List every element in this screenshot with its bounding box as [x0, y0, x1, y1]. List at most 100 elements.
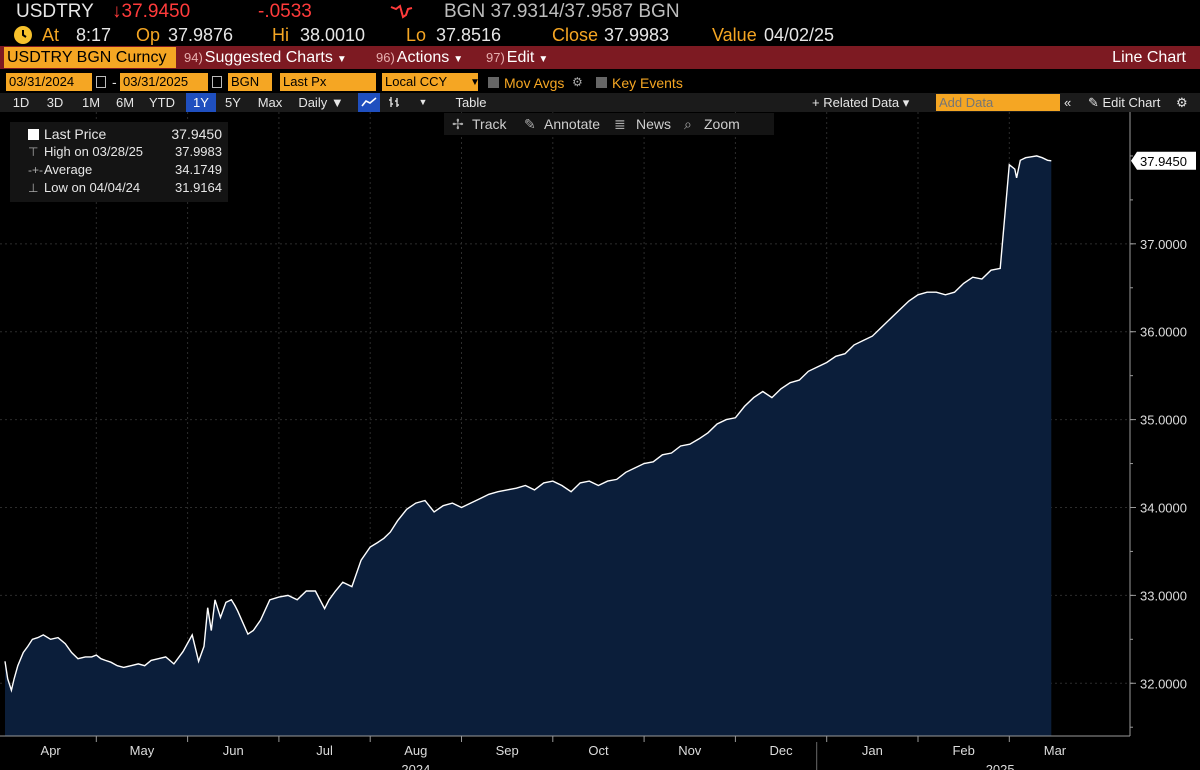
ticker-symbol[interactable]: USDTRY — [16, 1, 94, 22]
zoom-button[interactable]: Zoom — [704, 116, 740, 132]
x-tick-label: Dec — [769, 743, 793, 758]
gear-icon[interactable]: ⚙ — [1176, 95, 1188, 110]
x-tick-label: Nov — [678, 743, 702, 758]
legend-last-price[interactable]: Last Price 37.9450 — [10, 125, 228, 143]
legend-low-label: Low on 04/04/24 — [44, 180, 141, 195]
edit-label: Edit — [506, 49, 535, 66]
gear-icon[interactable]: ⚙ — [572, 75, 583, 89]
range-1d-button[interactable]: 1D — [12, 95, 30, 110]
actions-label: Actions — [396, 49, 450, 66]
open-value: 37.9876 — [168, 25, 234, 45]
x-tick-label: Jul — [316, 743, 333, 758]
edit-chart-button[interactable]: ✎ Edit Chart — [1088, 95, 1161, 110]
clock-icon[interactable] — [14, 26, 32, 44]
chart-tools-bar: ✢ Track ✎ Annotate ≣ News ⌕ Zoom — [444, 113, 774, 135]
range-1m-button[interactable]: 1M — [81, 95, 101, 110]
related-data-button[interactable]: + Related Data ▾ — [812, 95, 910, 110]
annotate-button[interactable]: Annotate — [544, 116, 601, 132]
mov-avgs-label: Mov Avgs — [504, 75, 565, 91]
command-bar: USDTRY BGN Curncy 94) Suggested Charts ▼ 9… — [0, 46, 1200, 69]
ticker-header: USDTRY ↓37.9450 -.0533 BGN 37.9314/37.95… — [0, 0, 1200, 24]
quote-stats: At 8:17 Op 37.9876 Hi 38.0010 Lo 37.8516… — [0, 24, 1200, 46]
x-tick-label: Aug — [404, 743, 427, 758]
news-icon: ≣ — [614, 116, 626, 132]
average-marker-icon: -+- — [28, 163, 43, 177]
price-area-fill — [5, 155, 1052, 736]
currency-selector[interactable]: Local CCY — [382, 73, 478, 91]
source-field[interactable]: BGN — [228, 73, 272, 91]
suggested-charts-menu[interactable]: 94) Suggested Charts ▼ — [184, 46, 347, 71]
chart-type-title: Line Chart — [1112, 49, 1186, 66]
at-value: 8:17 — [76, 25, 112, 45]
actions-menu[interactable]: 96) Actions ▼ — [376, 46, 463, 71]
line-chart-icon[interactable] — [358, 93, 380, 112]
x-tick-label: Oct — [588, 743, 609, 758]
low-value: 37.8516 — [436, 25, 502, 45]
value-date: 04/02/25 — [764, 25, 835, 45]
value-date-label: Value — [712, 25, 757, 45]
x-tick-label: Feb — [952, 743, 974, 758]
y-tick-label: 37.0000 — [1140, 237, 1187, 252]
chevron-down-icon: ▼ — [470, 77, 480, 88]
key-events-label: Key Events — [612, 75, 683, 91]
calendar-icon[interactable] — [96, 76, 106, 88]
at-label: At — [42, 25, 60, 45]
x-tick-label: Mar — [1044, 743, 1067, 758]
range-3d-button[interactable]: 3D — [46, 95, 64, 110]
edit-menu[interactable]: 97) Edit ▼ — [486, 46, 548, 71]
key-events-checkbox[interactable] — [596, 77, 607, 88]
last-value-label: 37.9450 — [1140, 154, 1187, 169]
legend-last-price-label: Last Price — [44, 126, 107, 142]
legend-last-price-value: 37.9450 — [171, 126, 222, 142]
add-data-input[interactable] — [936, 94, 1060, 111]
price-change-value: -.0533 — [258, 1, 312, 22]
collapse-icon[interactable]: « — [1064, 95, 1072, 110]
range-ytd-button[interactable]: YTD — [149, 95, 175, 110]
chevron-down-icon[interactable]: ▼ — [418, 97, 428, 107]
table-button[interactable]: Table — [455, 95, 487, 110]
legend-high-value: 37.9983 — [175, 144, 222, 159]
year-label: 2024 — [401, 762, 430, 770]
field-selector[interactable]: Last Px — [280, 73, 376, 91]
suggested-charts-number: 94) — [184, 50, 203, 65]
y-tick-label: 35.0000 — [1140, 413, 1187, 428]
x-tick-label: Sep — [496, 743, 519, 758]
last-value-badge — [1131, 151, 1196, 170]
mov-avgs-checkbox[interactable] — [488, 77, 499, 88]
crosshair-icon: ✢ — [452, 116, 464, 132]
end-date-field[interactable]: 03/31/2025 — [120, 73, 208, 91]
y-axis-ticks: 32.0000 33.0000 34.0000 35.0000 36.0000 37.00… — [1130, 155, 1187, 728]
start-date-field[interactable]: 03/31/2024 — [6, 73, 92, 91]
range-max-button[interactable]: Max — [257, 95, 283, 110]
range-6m-button[interactable]: 6M — [115, 95, 135, 110]
close-value: 37.9983 — [604, 25, 670, 45]
x-tick-label: May — [130, 743, 155, 758]
legend-low: ⊥ Low on 04/04/24 31.9164 — [10, 179, 228, 197]
x-tick-label: Jun — [223, 743, 244, 758]
chevron-down-icon: ▼ — [336, 54, 347, 65]
bar-chart-icon[interactable] — [384, 93, 406, 112]
open-label: Op — [136, 25, 161, 45]
legend-average-value: 34.1749 — [175, 162, 222, 177]
news-button[interactable]: News — [636, 116, 672, 132]
y-tick-label: 36.0000 — [1140, 325, 1187, 340]
track-button[interactable]: Track — [472, 116, 507, 132]
last-price-value: ↓37.9450 — [112, 1, 191, 22]
frequency-dropdown[interactable]: Daily ▼ — [298, 95, 344, 110]
price-chart[interactable]: 32.0000 33.0000 34.0000 35.0000 36.0000 37.00… — [0, 112, 1200, 770]
suggested-charts-label: Suggested Charts — [204, 49, 333, 66]
range-1y-button[interactable]: 1Y — [186, 93, 216, 112]
chart-settings-bar: 03/31/2024 - 03/31/2025 BGN Last Px Loca… — [0, 71, 1200, 93]
legend-high-label: High on 03/28/25 — [44, 144, 144, 159]
y-tick-label: 32.0000 — [1140, 676, 1187, 691]
legend-low-value: 31.9164 — [175, 180, 222, 195]
low-marker-icon: ⊥ — [28, 181, 39, 195]
security-field[interactable]: USDTRY BGN Curncy — [4, 47, 176, 68]
x-tick-label: Jan — [862, 743, 883, 758]
range-5y-button[interactable]: 5Y — [225, 95, 241, 110]
high-value: 38.0010 — [300, 25, 366, 45]
y-tick-label: 34.0000 — [1140, 500, 1187, 515]
high-label: Hi — [272, 25, 289, 45]
calendar-icon[interactable] — [212, 76, 222, 88]
date-separator: - — [112, 74, 117, 90]
